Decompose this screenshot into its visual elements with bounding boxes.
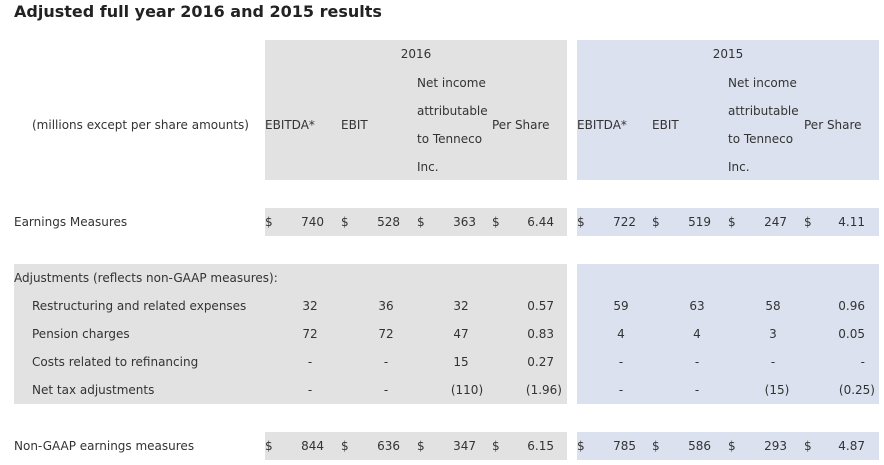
col-ebit-2015: EBIT	[652, 118, 679, 132]
col-netincome-2016-line2: attributable	[417, 104, 488, 118]
nongaap-ebit-2015: 586	[688, 439, 711, 453]
band-2016-nongaap	[265, 432, 567, 460]
year-2015-header: 2015	[712, 47, 744, 61]
col-ebitda-2016: EBITDA*	[265, 118, 315, 132]
earnings-ebit-2015: 519	[688, 215, 711, 229]
band-2016-adjustments	[14, 264, 567, 404]
nongaap-netincome-2015: 293	[764, 439, 787, 453]
currency-symbol: $	[492, 215, 500, 229]
earnings-pershare-2015: 4.11	[838, 215, 865, 229]
currency-symbol: $	[417, 439, 425, 453]
row-label-refinancing: Costs related to refinancing	[32, 355, 199, 369]
restructuring-ebit-2015: 63	[689, 299, 705, 313]
refinancing-netincome-2016: 15	[453, 355, 469, 369]
currency-symbol: $	[265, 215, 273, 229]
pension-ebit-2016: 72	[378, 327, 394, 341]
currency-symbol: $	[341, 439, 349, 453]
refinancing-ebitda-2016: -	[307, 355, 313, 369]
nongaap-ebitda-2016: 844	[301, 439, 324, 453]
refinancing-ebit-2015: -	[694, 355, 700, 369]
band-2015-earnings	[577, 208, 879, 236]
col-netincome-2016-line3: to Tenneco	[417, 132, 483, 146]
restructuring-pershare-2015: 0.96	[838, 299, 865, 313]
col-ebit-2016: EBIT	[341, 118, 368, 132]
band-2015-adjustments	[577, 264, 879, 404]
restructuring-netincome-2015: 58	[765, 299, 781, 313]
row-label-pension: Pension charges	[32, 327, 130, 341]
refinancing-ebit-2016: -	[383, 355, 389, 369]
nongaap-ebitda-2015: 785	[613, 439, 636, 453]
tax-ebitda-2015: -	[618, 383, 624, 397]
pension-ebitda-2015: 4	[617, 327, 625, 341]
report-title: Adjusted full year 2016 and 2015 results	[14, 2, 382, 21]
tax-ebit-2016: -	[383, 383, 389, 397]
refinancing-pershare-2015: -	[860, 355, 865, 369]
col-netincome-2016-line1: Net income	[417, 76, 486, 90]
pension-ebitda-2016: 72	[302, 327, 318, 341]
col-pershare-2016: Per Share	[492, 118, 550, 132]
tax-netincome-2016: (110)	[450, 383, 484, 397]
restructuring-netincome-2016: 32	[453, 299, 469, 313]
tax-ebit-2015: -	[694, 383, 700, 397]
row-label-restructuring: Restructuring and related expenses	[32, 299, 247, 313]
currency-symbol: $	[728, 215, 736, 229]
currency-symbol: $	[577, 215, 585, 229]
earnings-netincome-2015: 247	[764, 215, 787, 229]
row-label-tax: Net tax adjustments	[32, 383, 155, 397]
restructuring-ebitda-2015: 59	[613, 299, 629, 313]
row-label-nongaap: Non-GAAP earnings measures	[14, 439, 195, 453]
nongaap-netincome-2016: 347	[453, 439, 476, 453]
band-2016-earnings	[265, 208, 567, 236]
pension-pershare-2016: 0.83	[527, 327, 554, 341]
tax-netincome-2015: (15)	[764, 383, 790, 397]
col-netincome-2015-line4: Inc.	[728, 160, 750, 174]
pension-netincome-2016: 47	[453, 327, 469, 341]
restructuring-ebit-2016: 36	[378, 299, 394, 313]
band-2016-header	[265, 40, 567, 180]
tax-pershare-2015: (0.25)	[838, 383, 875, 397]
currency-symbol: $	[804, 215, 812, 229]
restructuring-ebitda-2016: 32	[302, 299, 318, 313]
band-2015-header	[577, 40, 879, 180]
currency-symbol: $	[492, 439, 500, 453]
earnings-ebit-2016: 528	[377, 215, 400, 229]
currency-symbol: $	[265, 439, 273, 453]
col-ebitda-2015: EBITDA*	[577, 118, 627, 132]
pension-netincome-2015: 3	[769, 327, 777, 341]
col-pershare-2015: Per Share	[804, 118, 862, 132]
earnings-ebitda-2015: 722	[613, 215, 636, 229]
currency-symbol: $	[417, 215, 425, 229]
tax-ebitda-2016: -	[307, 383, 313, 397]
col-netincome-2015-line1: Net income	[728, 76, 797, 90]
tax-pershare-2016: (1.96)	[525, 383, 562, 397]
refinancing-ebitda-2015: -	[618, 355, 624, 369]
band-2015-nongaap	[577, 432, 879, 460]
restructuring-pershare-2016: 0.57	[527, 299, 554, 313]
row-label-earnings: Earnings Measures	[14, 215, 128, 229]
refinancing-netincome-2015: -	[770, 355, 776, 369]
refinancing-pershare-2016: 0.27	[527, 355, 554, 369]
nongaap-pershare-2016: 6.15	[527, 439, 554, 453]
col-netincome-2015-line3: to Tenneco	[728, 132, 794, 146]
currency-symbol: $	[652, 439, 660, 453]
earnings-pershare-2016: 6.44	[527, 215, 554, 229]
currency-symbol: $	[341, 215, 349, 229]
pension-ebit-2015: 4	[693, 327, 701, 341]
units-note: (millions except per share amounts)	[32, 118, 249, 132]
earnings-netincome-2016: 363	[453, 215, 476, 229]
nongaap-pershare-2015: 4.87	[838, 439, 865, 453]
adjustments-heading: Adjustments (reflects non-GAAP measures)…	[14, 271, 278, 285]
currency-symbol: $	[728, 439, 736, 453]
currency-symbol: $	[577, 439, 585, 453]
col-netincome-2016-line4: Inc.	[417, 160, 439, 174]
col-netincome-2015-line2: attributable	[728, 104, 799, 118]
currency-symbol: $	[804, 439, 812, 453]
currency-symbol: $	[652, 215, 660, 229]
earnings-ebitda-2016: 740	[301, 215, 324, 229]
nongaap-ebit-2016: 636	[377, 439, 400, 453]
year-2016-header: 2016	[400, 47, 432, 61]
pension-pershare-2015: 0.05	[838, 327, 865, 341]
